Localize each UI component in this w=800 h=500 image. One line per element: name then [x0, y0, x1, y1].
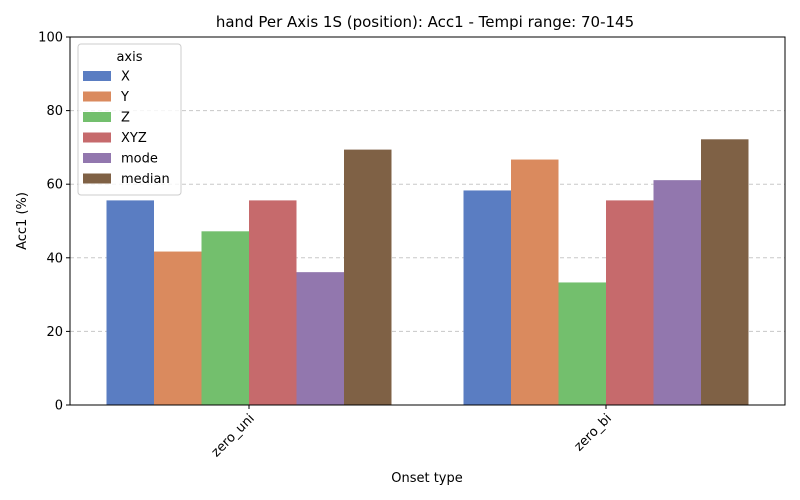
legend-swatch-Y [83, 91, 111, 102]
bar-median-zero_bi [701, 139, 749, 405]
legend-swatch-X [83, 71, 111, 81]
chart-title: hand Per Axis 1S (position): Acc1 - Temp… [216, 13, 634, 31]
bar-Y-zero_uni [154, 251, 202, 405]
bar-mode-zero_bi [653, 180, 701, 405]
legend-swatch-median [83, 173, 111, 184]
x-axis-label: Onset type [391, 471, 463, 486]
bar-XYZ-zero_uni [249, 200, 297, 405]
y-tick-label: 80 [46, 104, 63, 119]
legend-label-median: median [121, 172, 170, 187]
y-tick-label: 100 [38, 31, 63, 46]
legend-label-Z: Z [121, 111, 130, 126]
bar-Z-zero_uni [201, 231, 249, 405]
bar-XYZ-zero_bi [606, 200, 654, 405]
bar-X-zero_bi [463, 190, 511, 405]
y-tick-label: 0 [55, 399, 63, 414]
legend-swatch-XYZ [83, 132, 111, 143]
bar-X-zero_uni [106, 200, 154, 405]
legend-title: axis [116, 50, 142, 65]
y-tick-label: 20 [46, 325, 63, 340]
legend-swatch-Z [83, 112, 111, 122]
bars [106, 139, 749, 405]
bar-median-zero_uni [344, 149, 392, 405]
legend-label-mode: mode [121, 152, 158, 167]
bar-Z-zero_bi [558, 282, 606, 405]
legend-label-X: X [121, 70, 130, 85]
y-tick-label: 40 [46, 251, 63, 266]
x-axis: zero_uni zero_bi [209, 405, 615, 460]
bar-Y-zero_bi [511, 159, 559, 405]
x-tick-label: zero_bi [572, 411, 615, 454]
bar-mode-zero_uni [296, 272, 344, 405]
y-axis: 0 20 40 60 80 100 [38, 31, 70, 414]
plot-frame [69, 36, 786, 406]
x-tick-label: zero_uni [209, 411, 258, 460]
y-axis-label: Acc1 (%) [15, 192, 30, 250]
legend-label-XYZ: XYZ [121, 131, 147, 146]
legend-label-Y: Y [120, 90, 129, 105]
y-tick-label: 60 [46, 178, 63, 193]
legend-swatch-mode [83, 153, 111, 163]
